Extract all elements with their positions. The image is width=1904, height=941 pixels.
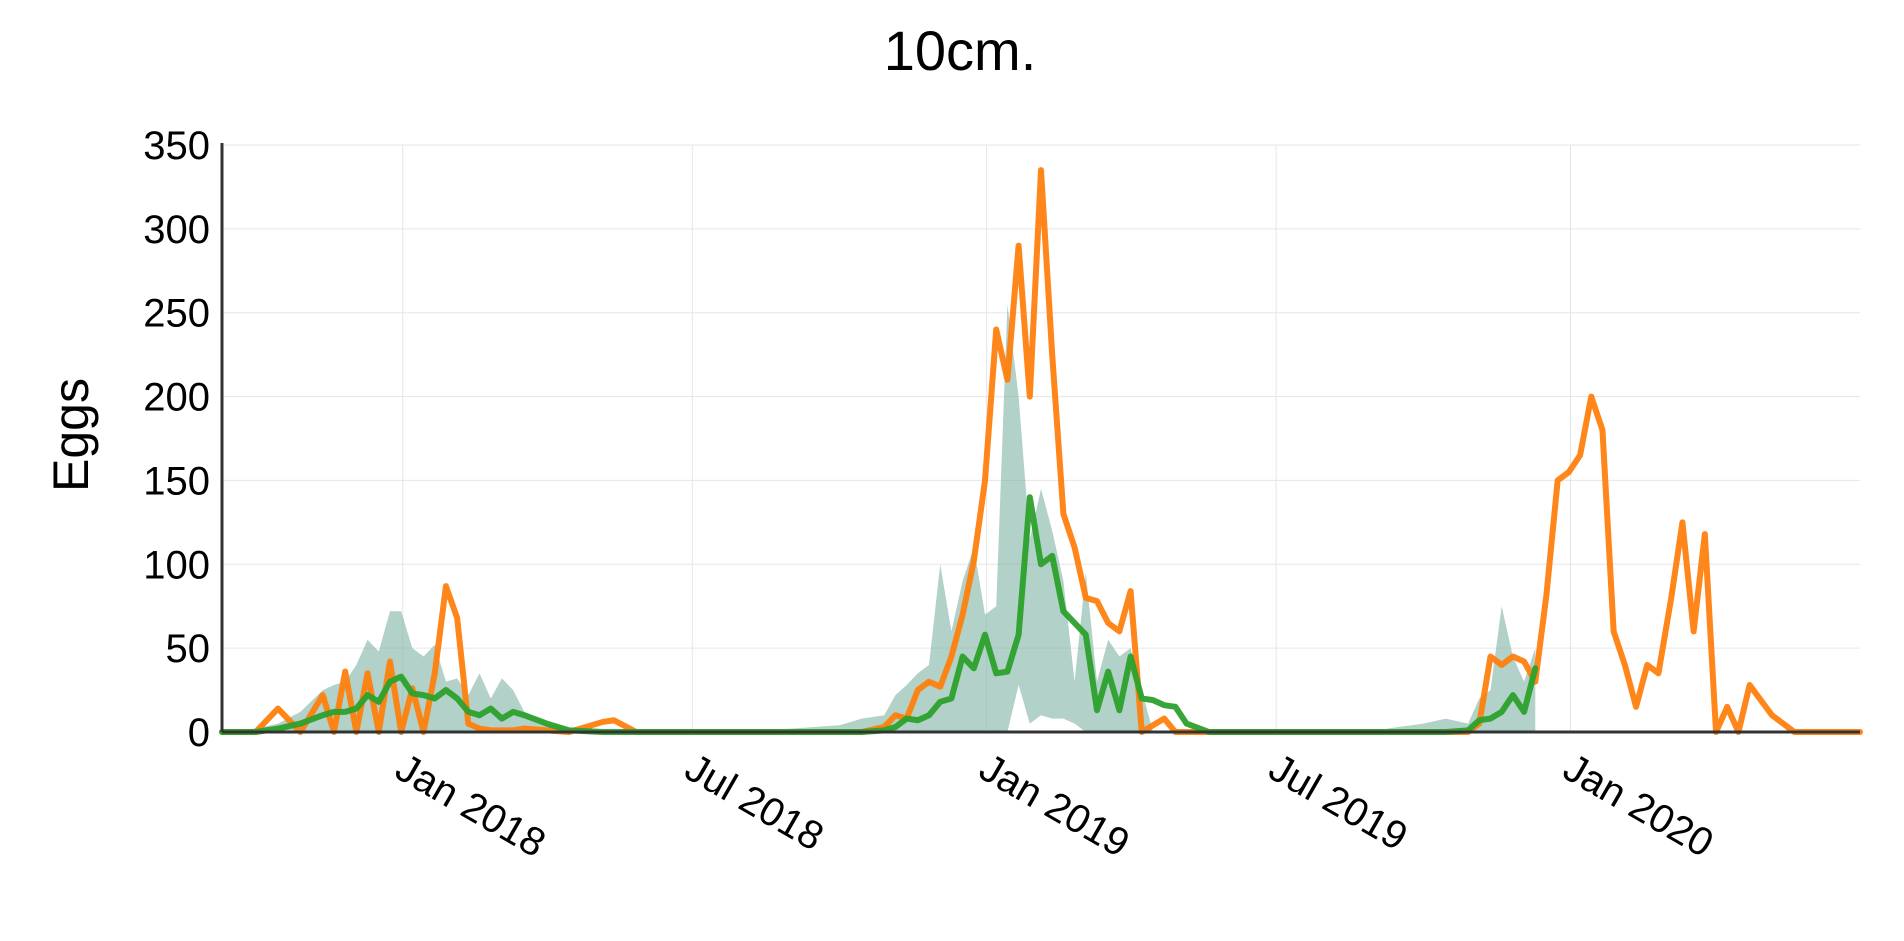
y-tick-labels: 0 50 100 150 200 250 300 350 (143, 124, 210, 755)
y-tick-label: 200 (143, 376, 210, 420)
y-axis-label: Eggs (43, 378, 99, 492)
y-tick-label: 50 (166, 627, 211, 671)
y-tick-label: 350 (143, 124, 210, 168)
x-tick-label: Jan 2018 (388, 746, 553, 866)
y-tick-label: 300 (143, 208, 210, 252)
y-tick-label: 150 (143, 459, 210, 503)
predicted-series-line (219, 494, 1539, 735)
axes (220, 143, 1860, 734)
x-tick-label: Jul 2019 (1262, 746, 1415, 860)
y-tick-label: 0 (188, 711, 210, 755)
uncertainty-band (222, 304, 1536, 732)
chart-title: 10cm. (884, 19, 1037, 82)
prediction-interval-band (222, 304, 1536, 732)
x-tick-label: Jan 2020 (1556, 746, 1721, 866)
y-tick-label: 250 (143, 292, 210, 336)
observed-series-line (219, 167, 1863, 735)
y-tick-label: 100 (143, 543, 210, 587)
x-tick-label: Jul 2018 (678, 746, 831, 860)
x-tick-labels: Jan 2018 Jul 2018 Jan 2019 Jul 2019 Jan 2020 (388, 746, 1720, 866)
x-tick-label: Jan 2019 (972, 746, 1137, 866)
